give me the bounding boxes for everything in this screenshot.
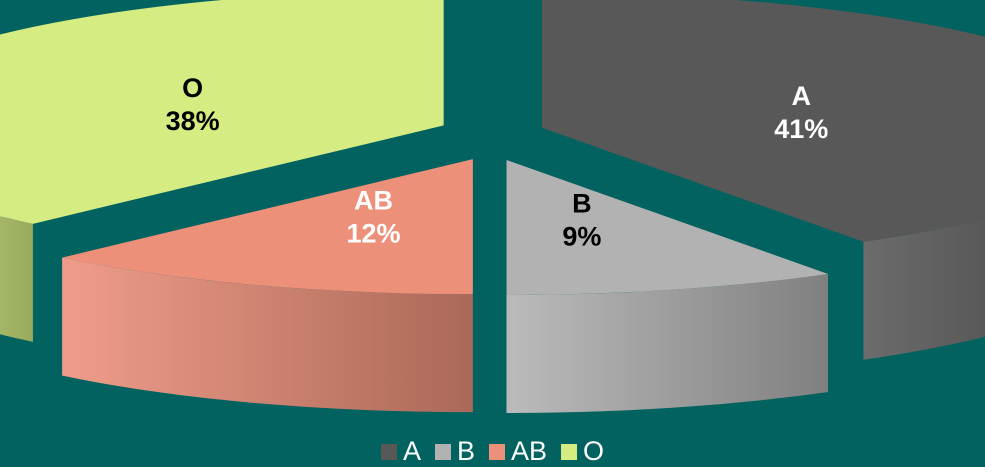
- legend-label-b: B: [456, 436, 475, 466]
- legend-swatch-ab: [488, 443, 505, 460]
- slice-side-a: [863, 218, 985, 360]
- legend-entry-b: B: [434, 436, 475, 467]
- slice-label-o: O: [182, 73, 203, 103]
- legend-label-a: A: [402, 436, 421, 466]
- slice-value-ab: 12%: [346, 219, 400, 249]
- legend-entry-o: O: [561, 436, 604, 467]
- legend-entry-a: A: [380, 436, 421, 467]
- slice-tops: [0, 0, 985, 295]
- legend-swatch-o: [561, 443, 578, 460]
- slice-value-a: 41%: [774, 114, 828, 144]
- pie-slice-a: [541, 0, 985, 242]
- legend-swatch-a: [380, 443, 397, 460]
- slice-side-o: [0, 216, 33, 342]
- pie-slice-b: [506, 159, 829, 295]
- legend-swatch-b: [434, 443, 451, 460]
- chart-legend: A B AB O: [0, 436, 985, 467]
- legend-label-o: O: [583, 436, 605, 466]
- slice-label-a: A: [791, 81, 811, 111]
- slice-value-b: 9%: [562, 221, 601, 251]
- slice-label-b: B: [572, 188, 592, 218]
- pie-slice-o: [0, 0, 444, 224]
- slice-side-b: [506, 273, 829, 413]
- legend-entry-ab: AB: [488, 436, 548, 467]
- slice-value-o: 38%: [166, 106, 220, 136]
- legend-label-ab: AB: [510, 436, 548, 466]
- slice-side-ab: [62, 257, 473, 413]
- slice-label-ab: AB: [354, 186, 393, 216]
- pie-slice-ab: [62, 159, 473, 295]
- slice-sides: [0, 216, 985, 413]
